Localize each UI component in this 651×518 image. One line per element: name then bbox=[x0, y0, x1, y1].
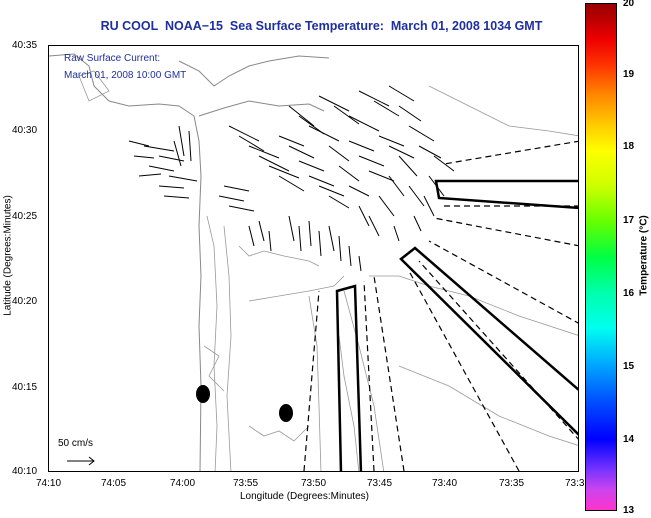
colorbar-tick: 18 bbox=[623, 141, 635, 152]
y-tick: 40:30 bbox=[12, 125, 38, 136]
colorbar-tick: 14 bbox=[623, 434, 635, 445]
coastline bbox=[49, 53, 330, 471]
y-tick: 40:35 bbox=[12, 40, 38, 51]
scale-arrow bbox=[67, 456, 95, 466]
radar-range-lines bbox=[303, 140, 578, 471]
y-tick: 40:15 bbox=[12, 382, 38, 393]
x-tick: 74:10 bbox=[36, 478, 62, 489]
y-axis-title: Latitude (Degrees:Minutes) bbox=[2, 195, 14, 316]
y-tick: 40:20 bbox=[12, 296, 38, 307]
colorbar-title: Temperature (°C) bbox=[638, 215, 650, 296]
map-title: RU COOL NOAA−15 Sea Surface Temperature:… bbox=[100, 19, 543, 33]
colorbar-tick: 19 bbox=[623, 69, 635, 80]
y-tick: 40:25 bbox=[12, 211, 38, 222]
colorbar-tick: 16 bbox=[623, 288, 635, 299]
colorbar-tick: 15 bbox=[623, 361, 635, 372]
map-plot-area bbox=[48, 45, 579, 472]
map-svg bbox=[49, 53, 578, 471]
bathymetry-contours bbox=[78, 70, 578, 471]
station-marker-1 bbox=[196, 385, 210, 403]
x-axis-title: Longitude (Degrees:Minutes) bbox=[240, 491, 369, 502]
x-tick: 73:3 bbox=[565, 478, 585, 489]
x-tick: 73:45 bbox=[367, 478, 393, 489]
overlay-line-2: March 01, 2008 10:00 GMT bbox=[64, 70, 187, 81]
x-tick: 74:05 bbox=[101, 478, 127, 489]
scale-label: 50 cm/s bbox=[58, 438, 94, 449]
x-tick: 73:50 bbox=[301, 478, 327, 489]
x-tick: 74:00 bbox=[170, 478, 196, 489]
station-marker-2 bbox=[279, 404, 293, 422]
radar-beam-outlines bbox=[335, 179, 578, 471]
current-vectors bbox=[128, 85, 455, 272]
colorbar-tick: 20 bbox=[623, 0, 635, 9]
x-tick: 73:55 bbox=[233, 478, 259, 489]
y-tick: 40:10 bbox=[12, 466, 38, 477]
colorbar-tick: 17 bbox=[623, 215, 635, 226]
temperature-colorbar bbox=[585, 3, 617, 511]
overlay-line-1: Raw Surface Current: bbox=[64, 53, 161, 64]
x-tick: 73:40 bbox=[432, 478, 458, 489]
x-tick: 73:35 bbox=[499, 478, 525, 489]
colorbar-tick: 13 bbox=[623, 505, 635, 516]
